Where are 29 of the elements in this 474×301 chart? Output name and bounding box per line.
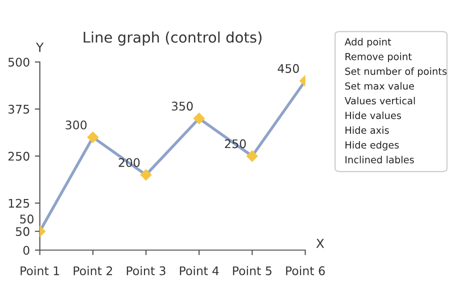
text: Remove point bbox=[346, 52, 412, 62]
text: Hide axis bbox=[346, 126, 389, 134]
y-axis-title: Y bbox=[36, 42, 44, 52]
text: Inclined lables bbox=[346, 156, 414, 164]
y-tick-label: 250 bbox=[8, 152, 30, 161]
text: Set max value bbox=[345, 82, 414, 90]
chart-title: Line graph (control dots) bbox=[84, 31, 262, 46]
x-axis-title: X bbox=[316, 238, 324, 248]
data-label: 350 bbox=[172, 102, 193, 111]
text: Add point bbox=[344, 38, 392, 48]
data-label: 300 bbox=[66, 120, 87, 130]
y-tick-label: 125 bbox=[8, 198, 30, 208]
x-tick-label: Point 5 bbox=[233, 266, 272, 276]
y-tick-label: 0 bbox=[23, 246, 30, 255]
y-tick-label: 375 bbox=[8, 104, 30, 114]
text: Hide values bbox=[346, 112, 401, 120]
text: Set number of points bbox=[345, 67, 447, 77]
data-label: 250 bbox=[224, 139, 246, 148]
y-tick-label: 50 bbox=[16, 227, 30, 236]
x-tick-label: Point 3 bbox=[126, 266, 166, 276]
x-tick-label: Point 4 bbox=[180, 266, 219, 276]
data-label: 450 bbox=[278, 64, 299, 73]
x-tick-label: Point 1 bbox=[20, 266, 60, 276]
y-tick-label: 500 bbox=[8, 58, 30, 67]
data-label: 200 bbox=[118, 158, 140, 168]
text: Values vertical bbox=[344, 96, 415, 104]
x-tick-label: Point 6 bbox=[286, 266, 325, 276]
text: Hide edges bbox=[346, 141, 399, 150]
x-tick-label: Point 2 bbox=[74, 266, 112, 276]
